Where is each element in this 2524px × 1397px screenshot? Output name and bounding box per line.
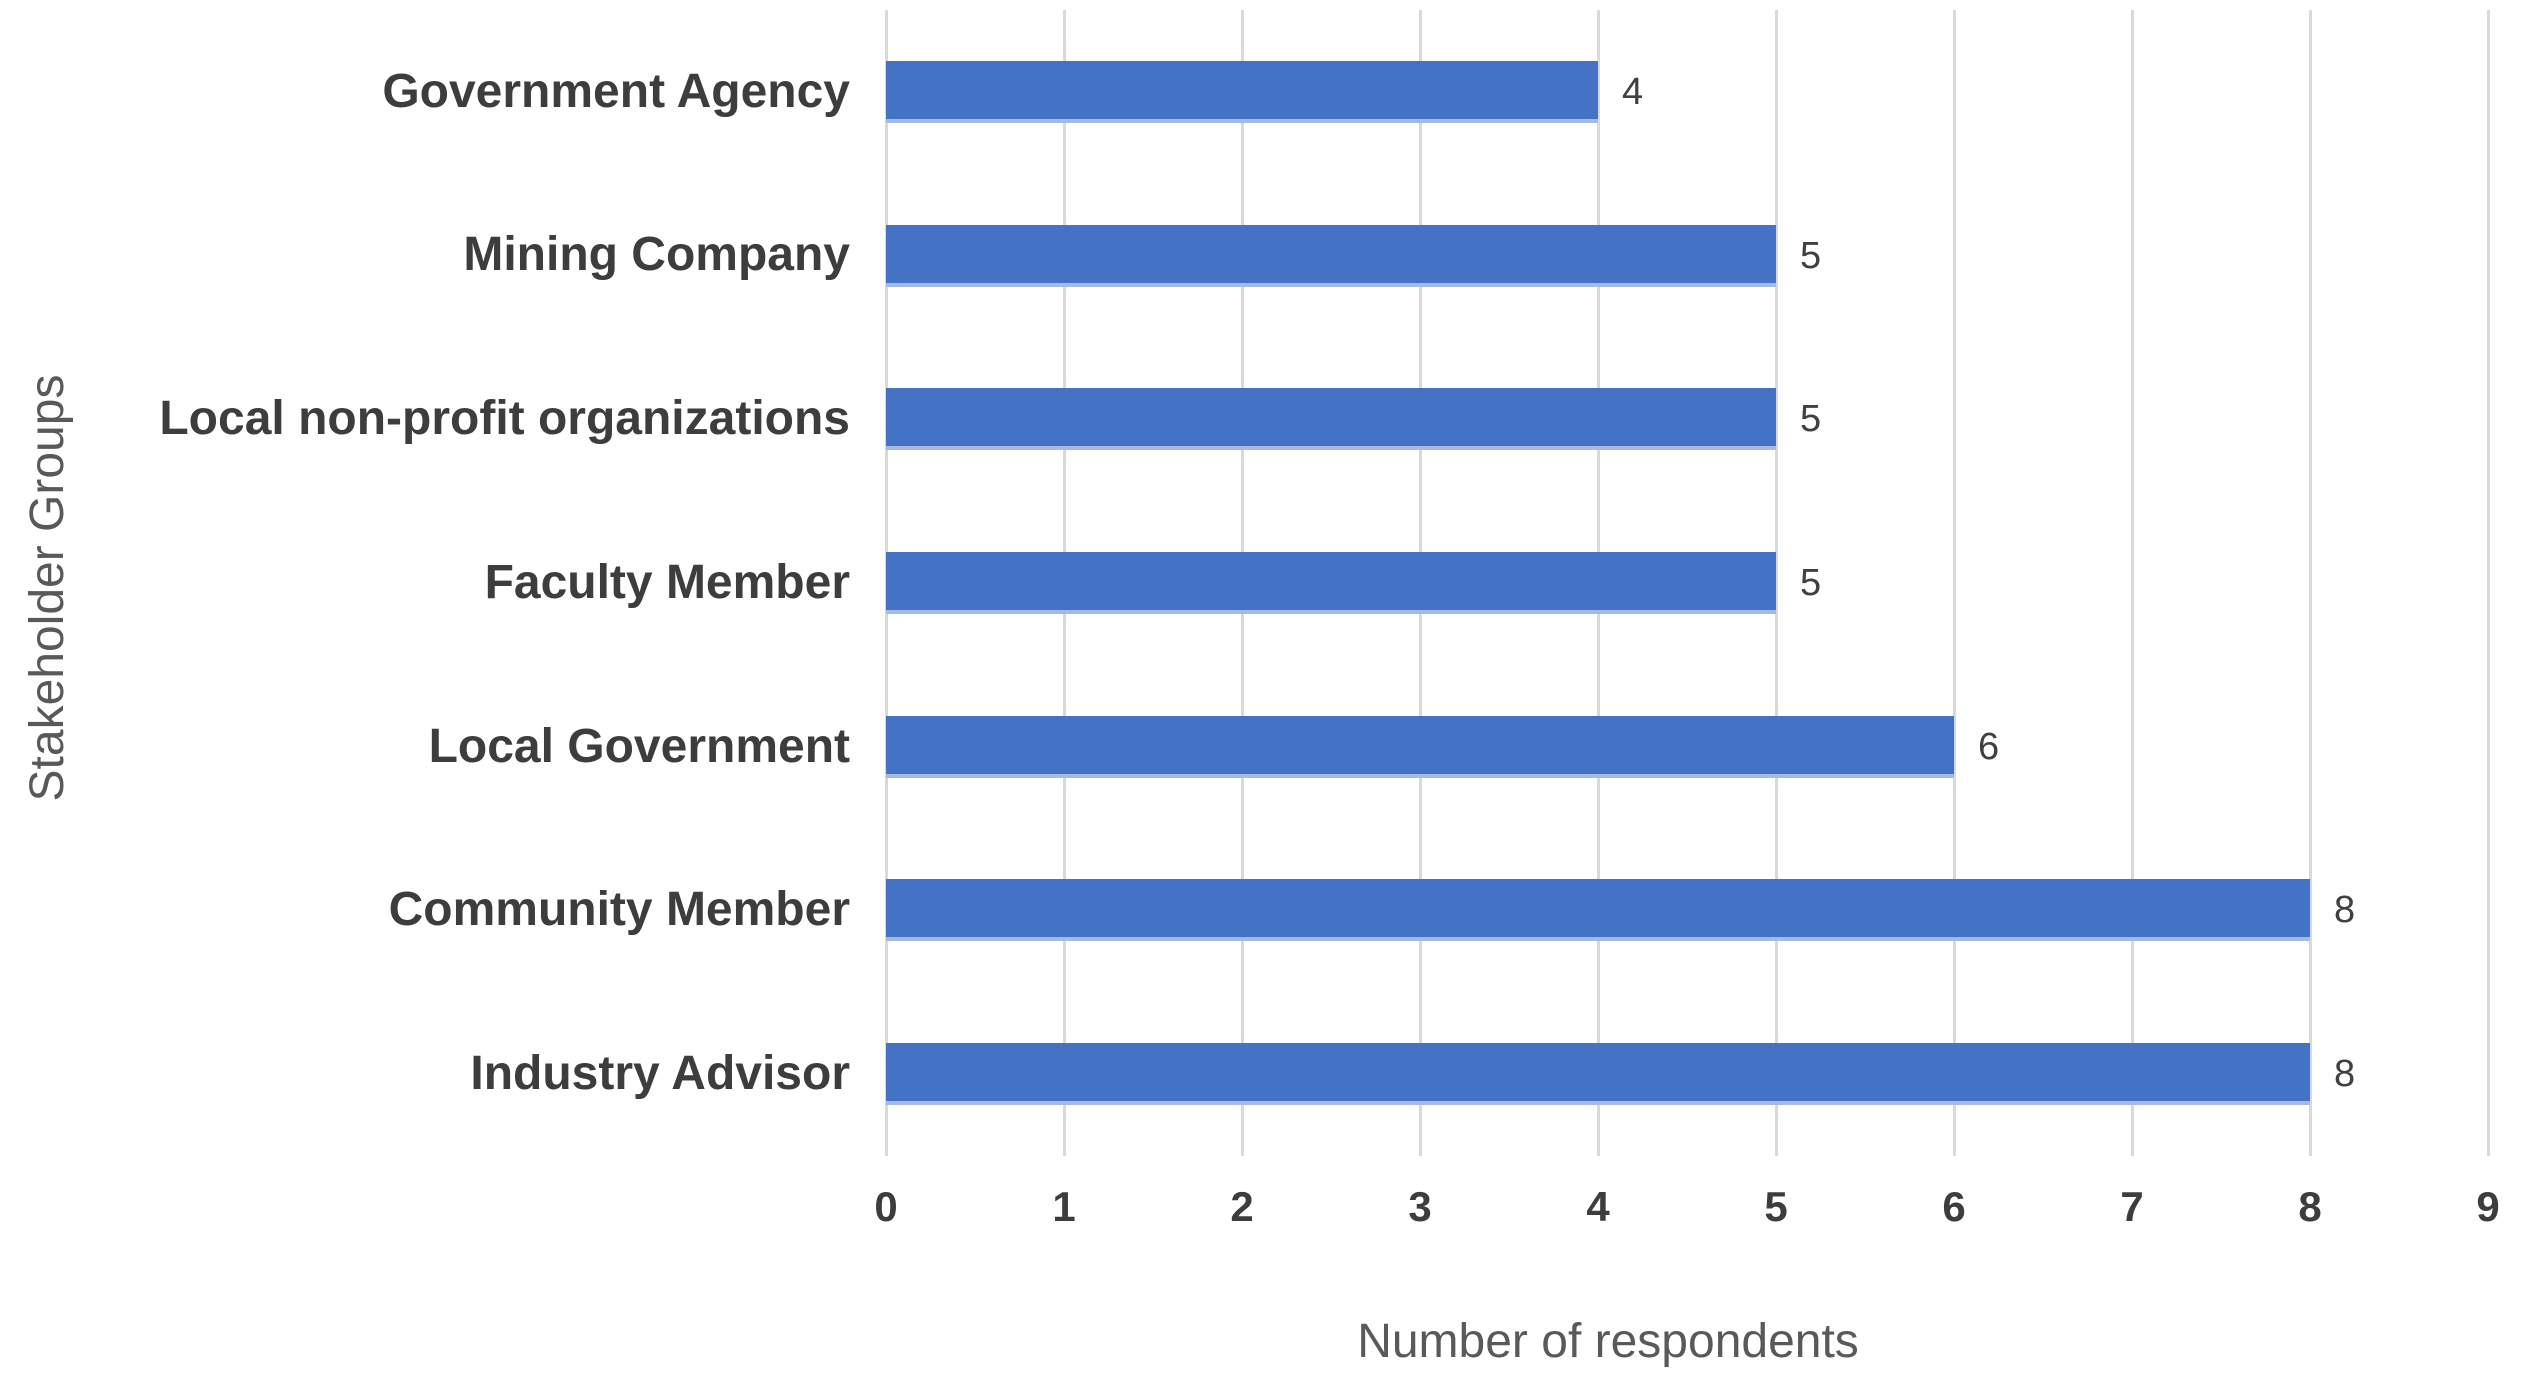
- bar-value-label: 6: [1978, 725, 2000, 768]
- category-label: Community Member: [388, 883, 850, 937]
- bar: [886, 60, 1598, 123]
- x-tick-label: 8: [2298, 1183, 2322, 1230]
- bar: [886, 715, 1954, 778]
- category-label: Local Government: [428, 719, 850, 773]
- bar-value-label: 4: [1622, 70, 1644, 113]
- category-label: Faculty Member: [484, 555, 850, 609]
- category-label: Local non-profit organizations: [159, 392, 850, 446]
- plot-area: 4 5 5 5 6 8 8: [884, 10, 2490, 1156]
- bar: [886, 224, 1776, 287]
- x-tick-label: 4: [1586, 1183, 1610, 1230]
- bar-value-label: 8: [2334, 1053, 2356, 1096]
- x-tick-label: 9: [2476, 1183, 2500, 1230]
- gridline-x-9: [2486, 10, 2490, 1156]
- x-tick-label: 6: [1942, 1183, 1966, 1230]
- x-tick-label: 2: [1230, 1183, 1254, 1230]
- x-tick-label: 3: [1408, 1183, 1432, 1230]
- x-tick-label: 1: [1052, 1183, 1076, 1230]
- bar-value-label: 5: [1800, 561, 1822, 604]
- x-tick-label: 0: [874, 1183, 898, 1230]
- bar: [886, 1043, 2310, 1106]
- gridline-x-8: [2308, 10, 2312, 1156]
- x-tick-label: 5: [1764, 1183, 1788, 1230]
- bar: [886, 552, 1776, 614]
- bar-value-label: 5: [1800, 234, 1822, 277]
- category-label: Government Agency: [382, 64, 850, 118]
- category-label: Industry Advisor: [470, 1046, 850, 1100]
- bar: [886, 879, 2310, 942]
- x-axis-title: Number of respondents: [1357, 1315, 1859, 1368]
- bar: [886, 388, 1776, 451]
- bar-value-label: 5: [1800, 398, 1822, 441]
- gridline-x-7: [2130, 10, 2134, 1156]
- category-label: Mining Company: [463, 228, 850, 282]
- bar-value-label: 8: [2334, 889, 2356, 932]
- x-tick-label: 7: [2120, 1183, 2144, 1230]
- x-axis-tick-labels: 0 1 2 3 4 5 6 7 8 9: [874, 1183, 2499, 1236]
- y-axis-category-labels: Government Agency Mining Company Local non…: [0, 10, 850, 1156]
- gridline-x-5: [1774, 10, 1778, 1156]
- gridline-x-6: [1952, 10, 1956, 1156]
